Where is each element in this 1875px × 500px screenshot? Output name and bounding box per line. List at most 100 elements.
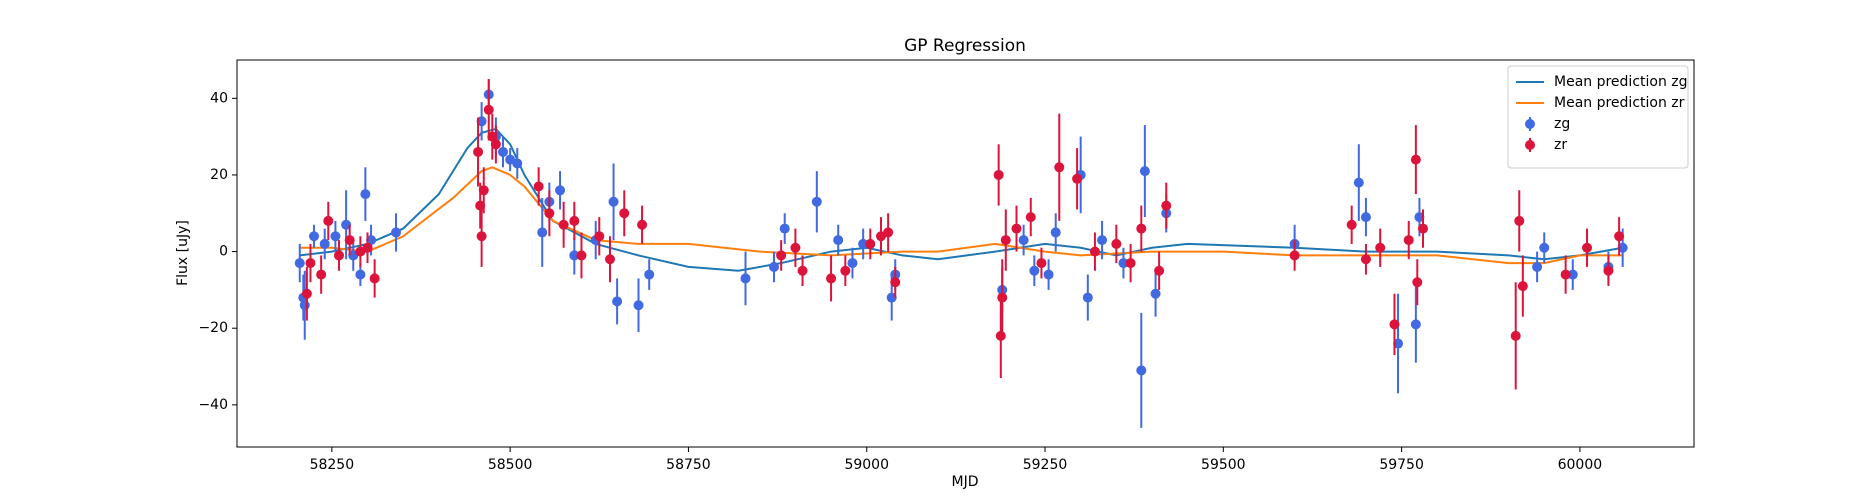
point [355, 269, 366, 280]
error-point [1417, 209, 1428, 248]
point [840, 265, 851, 276]
point [369, 273, 380, 284]
point [776, 250, 787, 261]
point [883, 227, 894, 238]
x-tick-label: 60000 [1558, 457, 1603, 473]
point [476, 231, 487, 242]
error-point [1532, 251, 1543, 283]
point [604, 254, 615, 265]
point [319, 238, 330, 249]
point [1289, 250, 1300, 261]
mean-line [299, 166, 1623, 265]
error-point [1054, 113, 1065, 221]
point [1617, 242, 1628, 253]
point [1614, 231, 1625, 242]
point [333, 250, 344, 261]
point [512, 158, 523, 169]
point [475, 200, 486, 211]
point [1018, 235, 1029, 246]
error-point [1036, 247, 1047, 279]
point [294, 258, 305, 269]
error-point [1614, 217, 1625, 256]
error-point [769, 251, 780, 283]
point [576, 250, 587, 261]
error-point [309, 224, 320, 248]
point [323, 215, 334, 226]
x-tick-label: 59500 [1201, 457, 1246, 473]
point [483, 104, 494, 115]
legend-marker [1525, 140, 1535, 150]
mean-line [299, 127, 1623, 272]
legend-label: Mean prediction zg [1554, 74, 1688, 90]
point [1389, 319, 1400, 330]
point [637, 219, 648, 230]
point [1346, 219, 1357, 230]
x-tick-label: 58750 [666, 457, 711, 473]
point [301, 288, 312, 299]
error-point [1154, 251, 1165, 290]
error-point [1560, 255, 1571, 294]
error-point [330, 220, 341, 252]
error-point [1050, 213, 1061, 252]
error-point [1029, 255, 1040, 287]
point [1150, 288, 1161, 299]
point [1539, 242, 1550, 253]
error-point [1018, 224, 1029, 256]
point [608, 196, 619, 207]
point [1125, 258, 1136, 269]
point [1161, 200, 1172, 211]
point [569, 215, 580, 226]
error-point [776, 240, 787, 271]
point [811, 196, 822, 207]
error-point [533, 167, 544, 206]
error-point [1412, 259, 1423, 306]
x-tick-label: 58500 [488, 457, 533, 473]
point [1000, 235, 1011, 246]
error-point [604, 236, 615, 283]
point [633, 300, 644, 311]
x-tick-label: 59250 [1023, 457, 1068, 473]
point [1410, 319, 1421, 330]
point [1532, 261, 1543, 272]
error-point [1410, 286, 1421, 363]
point [1050, 227, 1061, 238]
point [498, 146, 509, 157]
point [366, 235, 377, 246]
error-point [1353, 144, 1364, 221]
error-point [1389, 293, 1400, 356]
error-point [619, 190, 630, 237]
point [1393, 338, 1404, 349]
error-point [333, 240, 344, 271]
error-point [1346, 205, 1357, 244]
point [826, 273, 837, 284]
point [1560, 269, 1571, 280]
y-tick-label: 40 [210, 90, 228, 106]
error-point [355, 236, 366, 267]
point [476, 116, 487, 127]
point [360, 189, 371, 200]
point [1360, 254, 1371, 265]
point [779, 223, 790, 234]
point [1414, 212, 1425, 223]
point [1353, 177, 1364, 188]
error-point [498, 136, 509, 168]
point [1582, 242, 1593, 253]
error-point [555, 171, 566, 210]
error-point [644, 259, 655, 290]
error-point [890, 266, 901, 298]
error-point [1043, 259, 1054, 290]
error-point [1139, 125, 1150, 218]
point [1111, 238, 1122, 249]
error-point [362, 232, 373, 264]
error-point [1111, 224, 1122, 264]
x-tick-label: 59750 [1379, 457, 1424, 473]
error-point [1393, 293, 1404, 394]
x-tick-label: 59000 [844, 457, 889, 473]
point [1054, 162, 1065, 173]
error-point [476, 102, 487, 141]
point [1118, 258, 1129, 269]
error-point [637, 205, 648, 244]
point [1417, 223, 1428, 234]
point [594, 231, 605, 242]
